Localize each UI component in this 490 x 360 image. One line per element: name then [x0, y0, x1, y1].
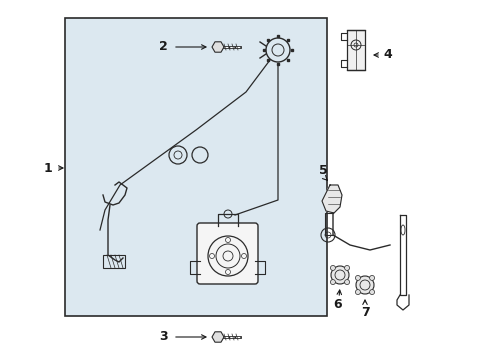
- Text: 7: 7: [361, 306, 369, 319]
- Bar: [347, 30, 365, 70]
- Text: 6: 6: [334, 298, 343, 311]
- Text: 4: 4: [384, 49, 392, 62]
- Circle shape: [355, 275, 361, 280]
- Text: 1: 1: [44, 162, 52, 175]
- Text: 5: 5: [318, 163, 327, 176]
- Circle shape: [344, 265, 349, 270]
- FancyBboxPatch shape: [197, 223, 258, 284]
- Circle shape: [330, 280, 336, 284]
- Circle shape: [369, 289, 374, 294]
- Circle shape: [331, 266, 349, 284]
- Text: 3: 3: [159, 330, 167, 343]
- Circle shape: [355, 289, 361, 294]
- Circle shape: [330, 265, 336, 270]
- Circle shape: [369, 275, 374, 280]
- Polygon shape: [322, 185, 342, 213]
- Bar: [65, 18, 327, 316]
- Circle shape: [356, 276, 374, 294]
- Text: 2: 2: [159, 40, 168, 54]
- Circle shape: [344, 280, 349, 284]
